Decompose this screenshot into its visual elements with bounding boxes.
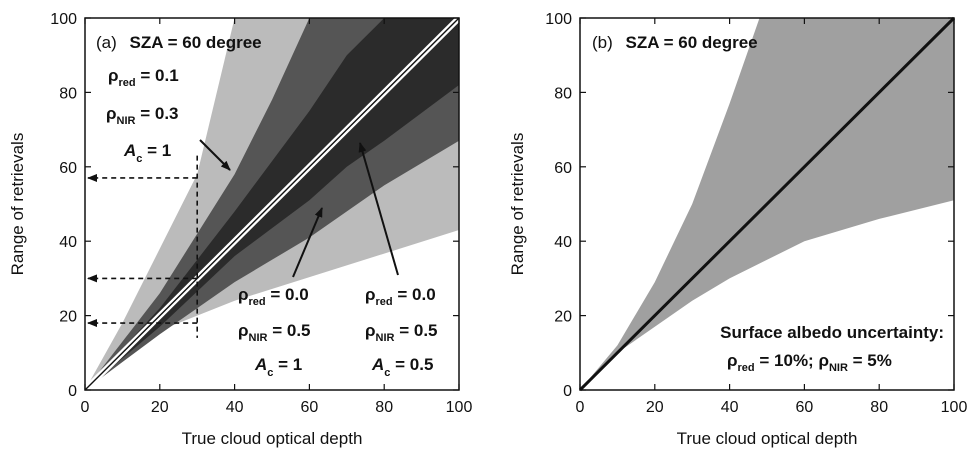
panel-a-ytick-label: 80 [59, 85, 77, 102]
param-right-rho-nir: ρNIR = 0.5 [365, 321, 438, 344]
panel-a-ylabel: Range of retrievals [8, 133, 27, 276]
panel-a-frame [84, 17, 460, 391]
panel-a-one-to-one [82, 15, 462, 393]
panel-b-xtick-label: 40 [721, 399, 739, 416]
panel-b-ytick-label: 0 [563, 383, 572, 400]
arrow-left-params [199, 139, 231, 171]
panel-a-ytick-label: 60 [59, 160, 77, 177]
panel-b: (b) SZA = 60 degree Surface albedo uncer… [508, 11, 967, 448]
panel-b-xlabel: True cloud optical depth [677, 429, 858, 448]
panel-a-xtick-label: 20 [151, 399, 169, 416]
param-left-rho-nir: ρNIR = 0.3 [106, 104, 179, 127]
panel-b-ytick-label: 60 [554, 160, 572, 177]
panel-b-xtick-label: 80 [870, 399, 888, 416]
panel-a-xtick-label: 100 [446, 399, 473, 416]
panel-a-label: (a) [96, 33, 117, 52]
panel-b-sza: SZA = 60 degree [626, 33, 758, 52]
param-left-ac: Ac = 1 [123, 141, 171, 165]
panel-b-ytick-label: 100 [545, 11, 572, 28]
panel-b-xtick-label: 0 [576, 399, 585, 416]
panel-a-xlabel: True cloud optical depth [182, 429, 363, 448]
panel-a: (a) SZA = 60 degree ρred = 0.1 ρNIR = 0.… [8, 11, 472, 448]
panel-b-label: (b) [592, 33, 613, 52]
panel-b-xtick-label: 20 [646, 399, 664, 416]
panel-b-frame [579, 17, 955, 391]
param-mid-rho-nir: ρNIR = 0.5 [238, 321, 311, 344]
panel-a-title: (a) SZA = 60 degree [96, 33, 262, 52]
panel-b-one-to-one [578, 16, 956, 392]
panel-b-title: (b) SZA = 60 degree [592, 33, 758, 52]
arrow-mid-params [292, 207, 323, 278]
retrieval-example-lines [87, 155, 198, 338]
panel-a-xtick-label: 40 [226, 399, 244, 416]
panel-a-sza: SZA = 60 degree [130, 33, 262, 52]
panel-a-ytick-label: 40 [59, 234, 77, 251]
panel-a-xtick-label: 0 [81, 399, 90, 416]
albedo-values: ρred = 10%; ρNIR = 5% [727, 351, 892, 374]
panel-b-xtick-label: 100 [941, 399, 968, 416]
panel-a-ytick-label: 100 [50, 11, 77, 28]
panel-b-ticks: 0 20 40 60 80 100 0 20 40 60 80 100 [545, 11, 967, 416]
panel-b-ytick-label: 40 [554, 234, 572, 251]
param-left-rho-red: ρred = 0.1 [108, 66, 179, 89]
param-mid-rho-red: ρred = 0.0 [238, 285, 309, 308]
albedo-title: Surface albedo uncertainty: [720, 323, 944, 342]
panel-b-xtick-label: 60 [796, 399, 814, 416]
param-right-ac: Ac = 0.5 [371, 355, 433, 379]
param-mid-ac: Ac = 1 [254, 355, 302, 379]
panel-a-xtick-label: 80 [375, 399, 393, 416]
panel-a-ytick-label: 20 [59, 309, 77, 326]
panel-a-one-to-one-line [84, 17, 460, 391]
panel-b-ytick-label: 80 [554, 85, 572, 102]
panel-b-ylabel: Range of retrievals [508, 133, 527, 276]
panel-a-ticks: 0 20 40 60 80 100 0 20 40 60 80 100 [50, 11, 472, 416]
arrow-right-params [358, 142, 399, 276]
panel-b-ytick-label: 20 [554, 309, 572, 326]
panel-b-one-to-one-line [578, 16, 956, 392]
param-right-rho-red: ρred = 0.0 [365, 285, 436, 308]
panel-a-ytick-label: 0 [68, 383, 77, 400]
panel-a-xtick-label: 60 [301, 399, 319, 416]
